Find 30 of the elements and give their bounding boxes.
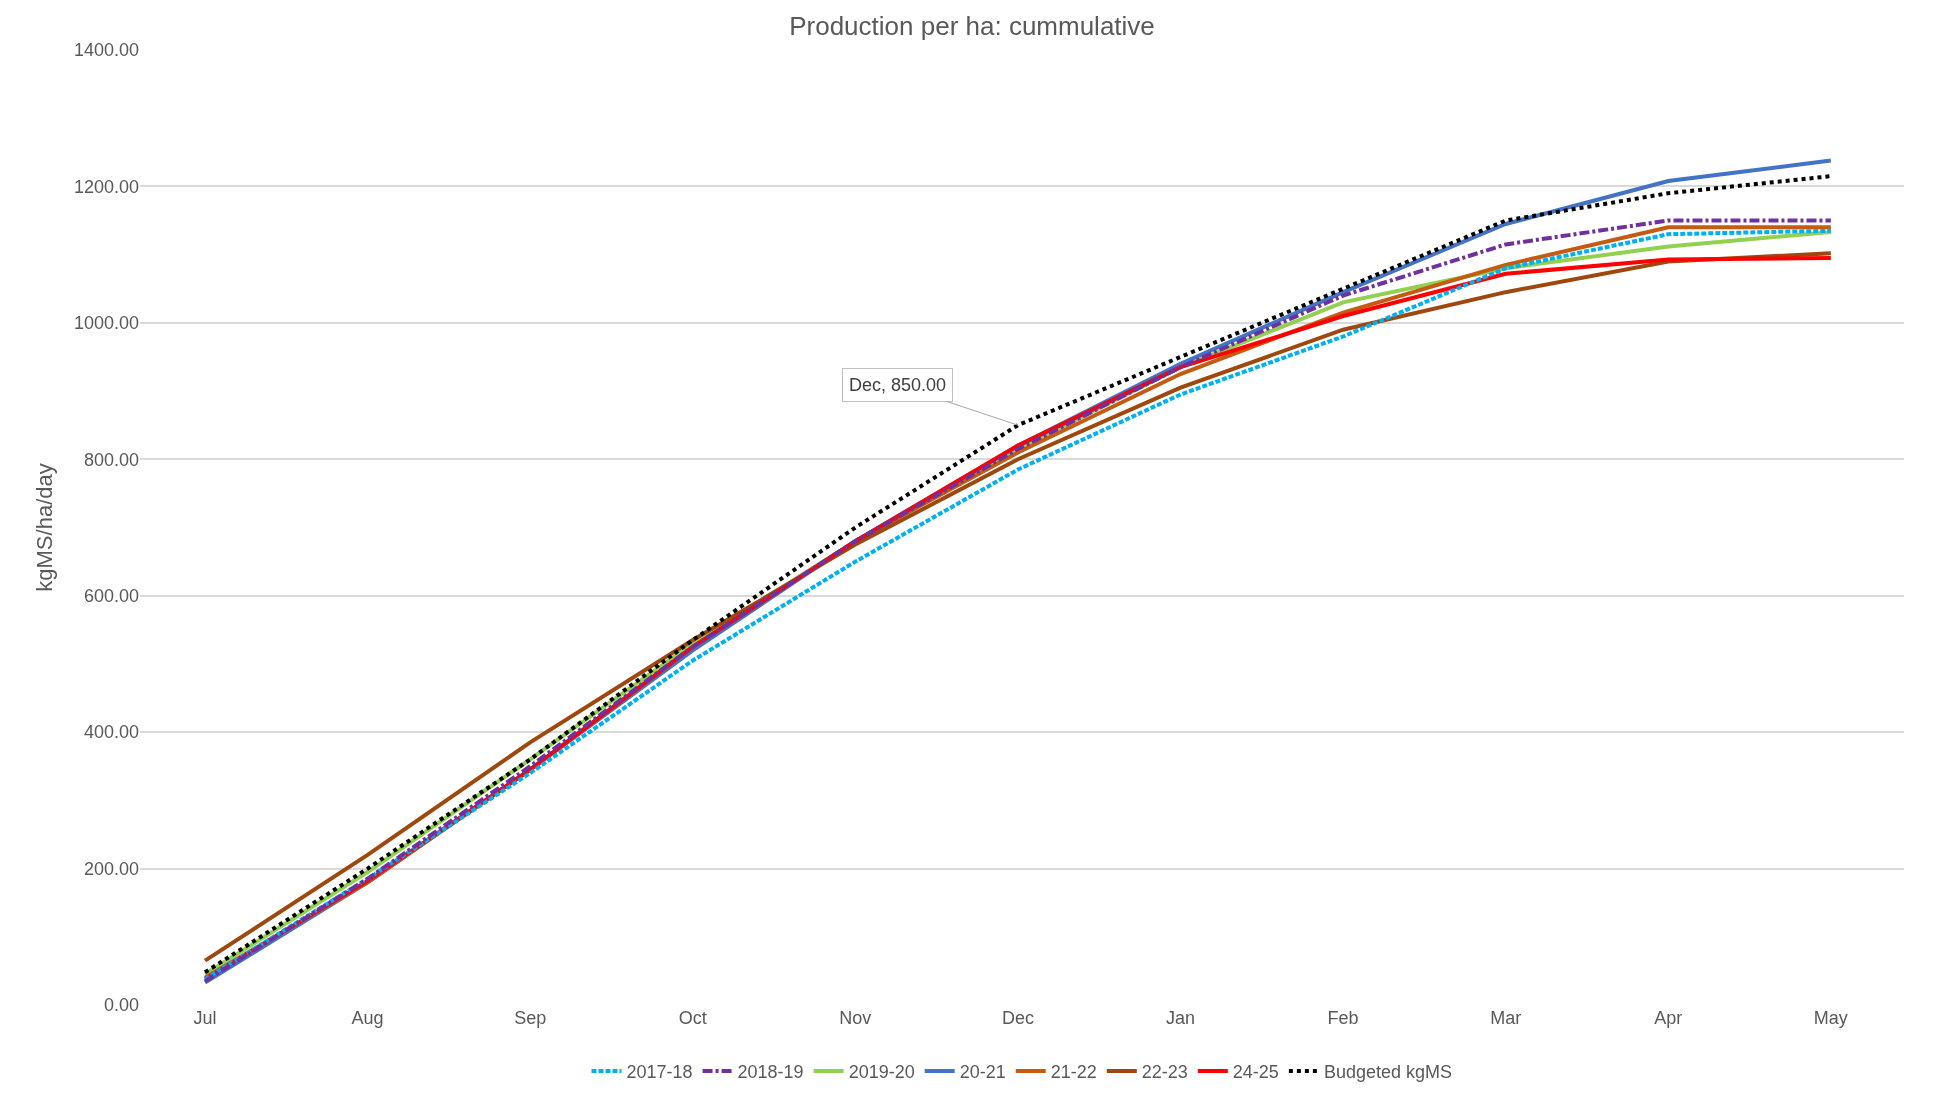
legend-label: Budgeted kgMS (1323, 1061, 1452, 1082)
annotation: Dec, 850.00 (849, 375, 947, 395)
x-tick-label: Aug (351, 1008, 384, 1028)
x-tick-label: Jul (193, 1008, 217, 1028)
y-tick-label: 400.00 (83, 722, 139, 743)
y-tick-label: 1200.00 (73, 176, 139, 197)
x-tick-label: Nov (839, 1008, 872, 1028)
legend-label: 2019-20 (848, 1061, 915, 1082)
x-tick-label: Mar (1490, 1008, 1522, 1028)
legend-label: 2017-18 (626, 1061, 693, 1082)
chart-title: Production per ha: cummulative (789, 10, 1155, 41)
x-tick-label: Oct (678, 1008, 707, 1028)
legend-label: 20-21 (959, 1061, 1006, 1082)
x-tick-label: Jan (1166, 1008, 1196, 1028)
x-tick-label: Dec (1001, 1008, 1034, 1028)
legend-label: 21-22 (1050, 1061, 1097, 1082)
y-axis-title: kgMS/ha/day (31, 463, 57, 592)
x-tick-label: May (1813, 1008, 1848, 1028)
y-tick-label: 200.00 (83, 858, 139, 879)
y-tick-label: 600.00 (83, 586, 139, 607)
y-tick-label: 800.00 (83, 449, 139, 470)
y-tick-label: 1000.00 (73, 313, 139, 334)
legend-label: 22-23 (1141, 1061, 1188, 1082)
legend-label: 24-25 (1232, 1061, 1279, 1082)
legend-label: 2018-19 (737, 1061, 804, 1082)
y-tick-label: 1400.00 (73, 40, 139, 61)
x-tick-label: Sep (514, 1008, 547, 1028)
x-tick-label: Apr (1654, 1008, 1683, 1028)
x-tick-label: Feb (1327, 1008, 1359, 1028)
y-tick-label: 0.00 (103, 995, 139, 1016)
